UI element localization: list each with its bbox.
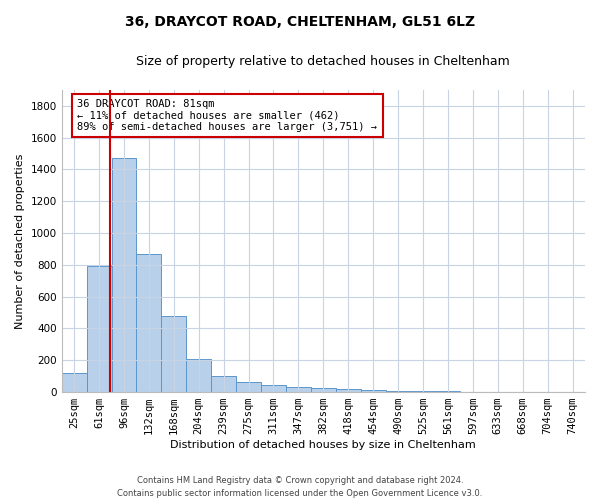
Bar: [112, 158, 136, 392]
Text: Contains HM Land Registry data © Crown copyright and database right 2024.
Contai: Contains HM Land Registry data © Crown c…: [118, 476, 482, 498]
Title: Size of property relative to detached houses in Cheltenham: Size of property relative to detached ho…: [136, 55, 510, 68]
X-axis label: Distribution of detached houses by size in Cheltenham: Distribution of detached houses by size …: [170, 440, 476, 450]
Bar: [261, 385, 286, 392]
Bar: [161, 316, 186, 392]
Text: 36, DRAYCOT ROAD, CHELTENHAM, GL51 6LZ: 36, DRAYCOT ROAD, CHELTENHAM, GL51 6LZ: [125, 15, 475, 29]
Bar: [136, 254, 161, 392]
Text: 36 DRAYCOT ROAD: 81sqm
← 11% of detached houses are smaller (462)
89% of semi-de: 36 DRAYCOT ROAD: 81sqm ← 11% of detached…: [77, 99, 377, 132]
Bar: [336, 389, 361, 392]
Bar: [386, 391, 410, 392]
Y-axis label: Number of detached properties: Number of detached properties: [15, 154, 25, 328]
Bar: [236, 382, 261, 392]
Bar: [186, 360, 211, 392]
Bar: [62, 373, 86, 392]
Bar: [361, 390, 386, 392]
Bar: [286, 388, 311, 392]
Bar: [211, 376, 236, 392]
Bar: [311, 388, 336, 392]
Bar: [86, 266, 112, 392]
